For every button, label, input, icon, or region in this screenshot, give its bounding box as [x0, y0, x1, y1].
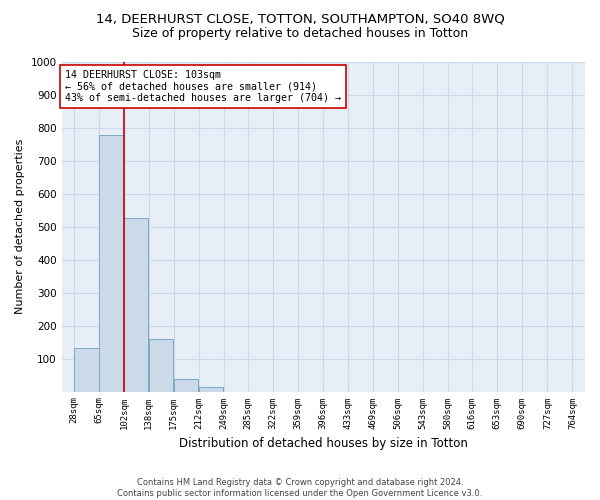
X-axis label: Distribution of detached houses by size in Totton: Distribution of detached houses by size … [179, 437, 468, 450]
Bar [174, 380, 199, 392]
Text: 14, DEERHURST CLOSE, TOTTON, SOUTHAMPTON, SO40 8WQ: 14, DEERHURST CLOSE, TOTTON, SOUTHAMPTON… [95, 12, 505, 26]
Y-axis label: Number of detached properties: Number of detached properties [15, 139, 25, 314]
Bar [199, 388, 223, 392]
Bar [124, 218, 148, 392]
Bar [149, 340, 173, 392]
Text: Contains HM Land Registry data © Crown copyright and database right 2024.
Contai: Contains HM Land Registry data © Crown c… [118, 478, 482, 498]
Text: Size of property relative to detached houses in Totton: Size of property relative to detached ho… [132, 28, 468, 40]
Bar [100, 135, 124, 392]
Text: 14 DEERHURST CLOSE: 103sqm
← 56% of detached houses are smaller (914)
43% of sem: 14 DEERHURST CLOSE: 103sqm ← 56% of deta… [65, 70, 341, 103]
Bar [74, 348, 99, 392]
